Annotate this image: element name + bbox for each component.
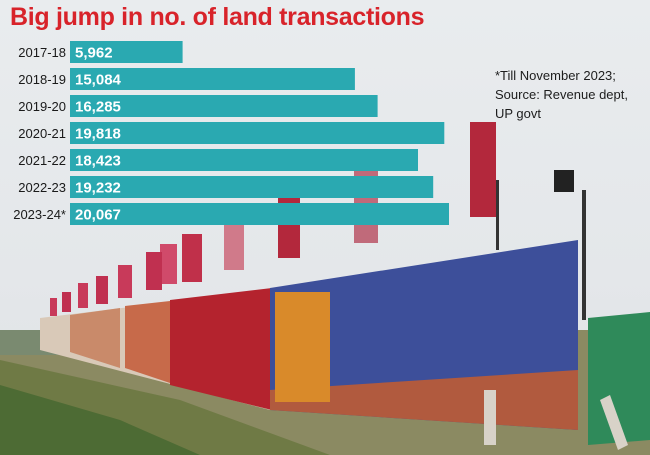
bar-2017-18 bbox=[70, 41, 183, 63]
category-label: 2022-23 bbox=[18, 180, 66, 195]
note-line: UP govt bbox=[495, 106, 542, 121]
value-label: 19,232 bbox=[75, 180, 121, 197]
bar-2021-22 bbox=[70, 149, 418, 171]
category-label: 2021-22 bbox=[18, 153, 66, 168]
bar-2020-21 bbox=[70, 122, 445, 144]
bar-2018-19 bbox=[70, 68, 355, 90]
category-label: 2018-19 bbox=[18, 72, 66, 87]
bar-2019-20 bbox=[70, 95, 378, 117]
category-label: 2023-24* bbox=[13, 207, 66, 222]
value-label: 15,084 bbox=[75, 72, 122, 89]
value-label: 18,423 bbox=[75, 153, 121, 170]
value-label: 19,818 bbox=[75, 126, 121, 143]
source-note: *Till November 2023; Source: Revenue dep… bbox=[495, 66, 628, 123]
bar-2022-23 bbox=[70, 176, 434, 198]
category-label: 2019-20 bbox=[18, 99, 66, 114]
bar-chart: 2017-18 5,962 2018-19 15,084 2019-20 16,285 20… bbox=[13, 41, 449, 225]
note-line: Source: Revenue dept, bbox=[495, 87, 628, 102]
value-label: 5,962 bbox=[75, 45, 113, 62]
chart-title: Big jump in no. of land transactions bbox=[10, 3, 425, 31]
category-label: 2020-21 bbox=[18, 126, 66, 141]
category-label: 2017-18 bbox=[18, 45, 66, 60]
value-label: 20,067 bbox=[75, 207, 121, 224]
value-label: 16,285 bbox=[75, 99, 121, 116]
note-line: *Till November 2023; bbox=[495, 68, 616, 83]
bar-2023-24 bbox=[70, 203, 449, 225]
